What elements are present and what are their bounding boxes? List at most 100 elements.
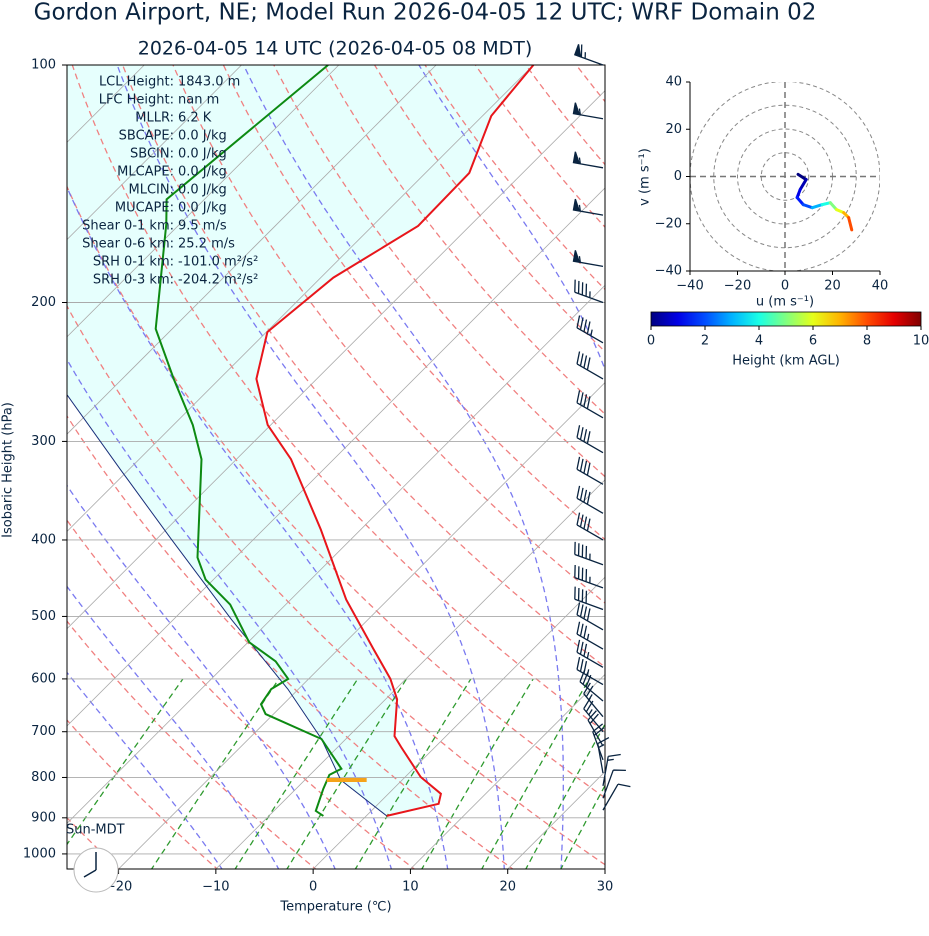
dry-adiabat	[172, 65, 605, 604]
wind-barb	[576, 621, 604, 650]
dry-adiabat	[474, 65, 605, 229]
hodo-segment	[801, 203, 814, 210]
moist-adiabat	[67, 484, 336, 869]
hodo-x-tick-label: 40	[872, 279, 889, 294]
stat-value: 9.5 m/s	[178, 219, 227, 234]
dry-adiabat	[67, 719, 219, 869]
hodograph: −40 −20 0 20 40 −40 −20 0 20 40 0 2 4 6 8 10	[647, 75, 929, 349]
hodo-y-label: v (m s⁻¹)	[638, 148, 653, 206]
wind-barb	[576, 485, 604, 514]
dewpoint-profile	[154, 65, 343, 817]
dry-adiabat	[323, 65, 605, 415]
stat-label: SBCAPE:	[119, 129, 174, 144]
dry-adiabat	[424, 65, 605, 291]
dry-adiabat	[67, 185, 605, 799]
colorbar-tick-label: 8	[863, 334, 871, 349]
isotherm	[67, 65, 534, 532]
x-tick-label: 10	[402, 880, 419, 895]
dry-adiabat	[67, 519, 416, 869]
y-tick-label: 200	[31, 295, 56, 310]
hodo-ring	[713, 104, 857, 249]
stat-value: 6.2 K	[178, 111, 212, 126]
stat-label: SBCIN:	[130, 147, 174, 162]
stat-value: 0.0 J/kg	[178, 183, 227, 198]
moist-adiabat	[116, 65, 505, 869]
mixing-line	[525, 722, 605, 869]
isotherm	[67, 65, 437, 435]
dry-adiabat	[525, 65, 605, 166]
isotherm	[312, 576, 605, 869]
wind-barb	[597, 737, 610, 774]
mixing-line	[481, 678, 590, 869]
hodo-y-tick-label: 40	[665, 75, 682, 90]
stat-label: Shear 0-6 km:	[82, 237, 174, 252]
wind-barb	[576, 456, 604, 485]
mixing-line	[560, 784, 605, 869]
wind-barb	[576, 351, 604, 380]
dry-adiabat	[712, 47, 929, 870]
y-tick-label: 600	[31, 671, 56, 686]
stat-label: MLLR:	[135, 111, 174, 126]
axes-decor: −20 −10 0 10 20 30100200300400500600700800900…	[23, 44, 631, 895]
y-tick-label: 400	[31, 532, 56, 547]
colorbar	[650, 311, 922, 327]
y-tick-label: 1000	[23, 846, 56, 861]
wind-barb	[583, 682, 604, 718]
x-tick-label: 0	[309, 880, 317, 895]
x-tick-label: 30	[597, 880, 614, 895]
y-tick-label: 100	[31, 58, 56, 73]
dry-adiabat	[67, 620, 317, 869]
plot-area	[67, 47, 929, 871]
wind-barb	[574, 586, 604, 611]
hodograph-area	[690, 82, 880, 271]
clock-label: Sun-MDT	[66, 823, 125, 838]
y-tick-label: 800	[31, 770, 56, 785]
y-tick-label: 700	[31, 724, 56, 739]
dry-adiabat	[811, 47, 929, 870]
dry-adiabat	[662, 47, 929, 870]
stat-label: MLCIN:	[129, 183, 174, 198]
parcel-profile	[67, 394, 388, 817]
stat-value: -101.0 m²/s²	[178, 255, 258, 270]
x-tick-label: 20	[499, 880, 516, 895]
hodo-x-tick-label: 0	[781, 279, 789, 294]
moist-adiabat	[661, 65, 749, 871]
stat-label: Shear 0-1 km:	[82, 219, 174, 234]
y-tick-label: 900	[31, 810, 56, 825]
hodo-ring	[760, 152, 810, 201]
wind-barb	[572, 198, 604, 216]
stat-value: 0.0 J/kg	[178, 147, 227, 162]
y-tick-label: 300	[31, 434, 56, 449]
wind-barb	[572, 151, 604, 169]
wind-barb	[573, 44, 604, 66]
stat-label: MUCAPE:	[115, 201, 174, 216]
stat-label: LFC Height:	[99, 93, 174, 108]
colorbar-label: Height (km AGL)	[732, 354, 840, 369]
colorbar-tick-label: 4	[755, 334, 763, 349]
hodo-segment	[828, 201, 839, 212]
hodo-segment	[796, 172, 808, 182]
mixing-line	[234, 678, 359, 869]
stat-label: SRH 0-1 km:	[93, 255, 174, 270]
isotherm	[67, 187, 605, 727]
wind-barb	[574, 279, 604, 304]
colorbar-tick-label: 0	[647, 334, 655, 349]
dry-adiabat	[273, 65, 605, 478]
hodo-segment	[795, 196, 805, 207]
hodo-y-tick-label: −20	[655, 216, 682, 231]
chart-title: Gordon Airport, NE; Model Run 2026-04-05…	[34, 0, 817, 26]
wind-barb	[602, 783, 631, 811]
dry-adiabat	[67, 304, 605, 866]
isotherm	[67, 284, 605, 824]
mixing-line	[421, 678, 534, 869]
clock-icon	[73, 847, 119, 893]
hodo-segment	[798, 178, 808, 191]
isotherm	[604, 868, 605, 869]
wind-barb	[576, 512, 604, 541]
hodo-x-label: u (m s⁻¹)	[756, 295, 814, 310]
stat-label: LCL Height:	[99, 75, 174, 90]
colorbar-tick-label: 2	[701, 334, 709, 349]
dry-adiabat	[71, 65, 605, 733]
stat-value: 0.0 J/kg	[178, 165, 227, 180]
